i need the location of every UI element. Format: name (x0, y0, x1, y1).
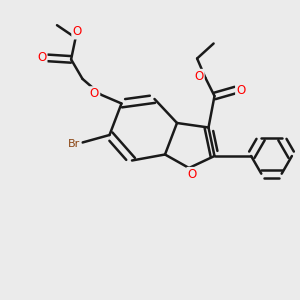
Text: O: O (236, 83, 245, 97)
Text: O: O (188, 168, 196, 181)
Text: O: O (90, 87, 99, 101)
Text: O: O (37, 51, 46, 64)
Text: O: O (73, 25, 82, 38)
Text: Br: Br (68, 139, 80, 149)
Text: O: O (194, 70, 203, 83)
